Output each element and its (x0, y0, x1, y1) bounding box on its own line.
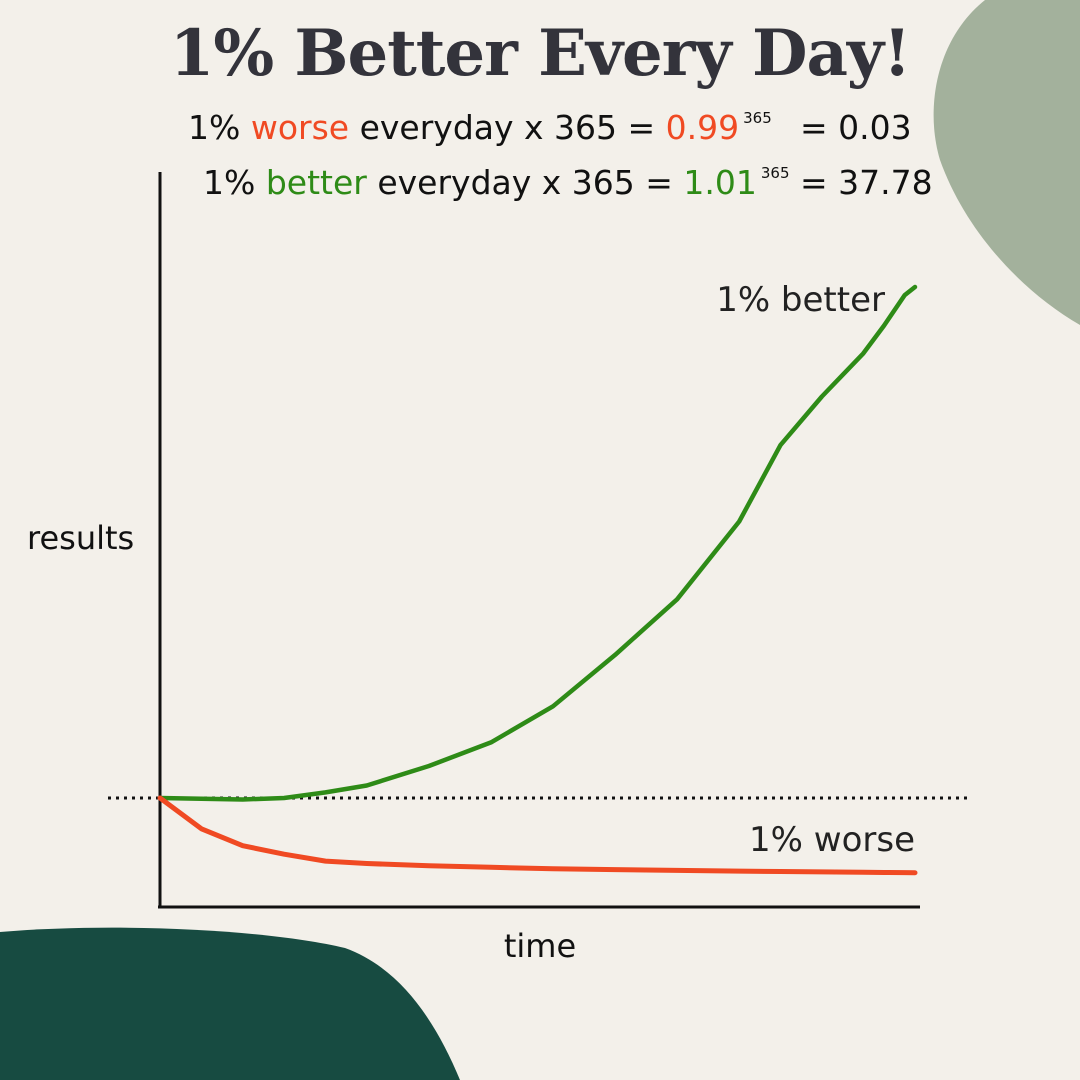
formula-worse-prefix: 1% (188, 108, 251, 147)
y-axis-label: results (27, 519, 134, 557)
x-axis-label: time (504, 927, 576, 965)
formula-worse: 1% worse everyday x 365 = 0.99 365 (188, 108, 772, 147)
formula-better-word: better (265, 163, 367, 202)
series-label-worse: 1% worse (749, 820, 915, 860)
formula-better-base: 1.01 (683, 163, 757, 202)
series-label-better: 1% better (716, 280, 885, 320)
bottom-left-blob (0, 927, 460, 1080)
formula-better-exponent: 365 (760, 164, 790, 182)
formula-better: 1% better everyday x 365 = 1.01 365 (203, 163, 790, 202)
page-title: 1% Better Every Day! (169, 16, 911, 91)
formula-better-prefix: 1% (203, 163, 266, 202)
formula-better-middle: everyday x 365 = (366, 163, 684, 202)
formula-worse-middle: everyday x 365 = (349, 108, 666, 147)
line-1-percent-better (157, 284, 918, 802)
formula-worse-base: 0.99 (665, 108, 740, 147)
top-right-blob (933, 0, 1080, 325)
formula-worse-word: worse (250, 108, 350, 147)
formula-worse-result: = 0.03 (800, 108, 912, 147)
formula-better-result: = 37.78 (800, 163, 933, 202)
formula-worse-exponent: 365 (743, 109, 772, 127)
line-1-percent-worse (157, 795, 918, 876)
